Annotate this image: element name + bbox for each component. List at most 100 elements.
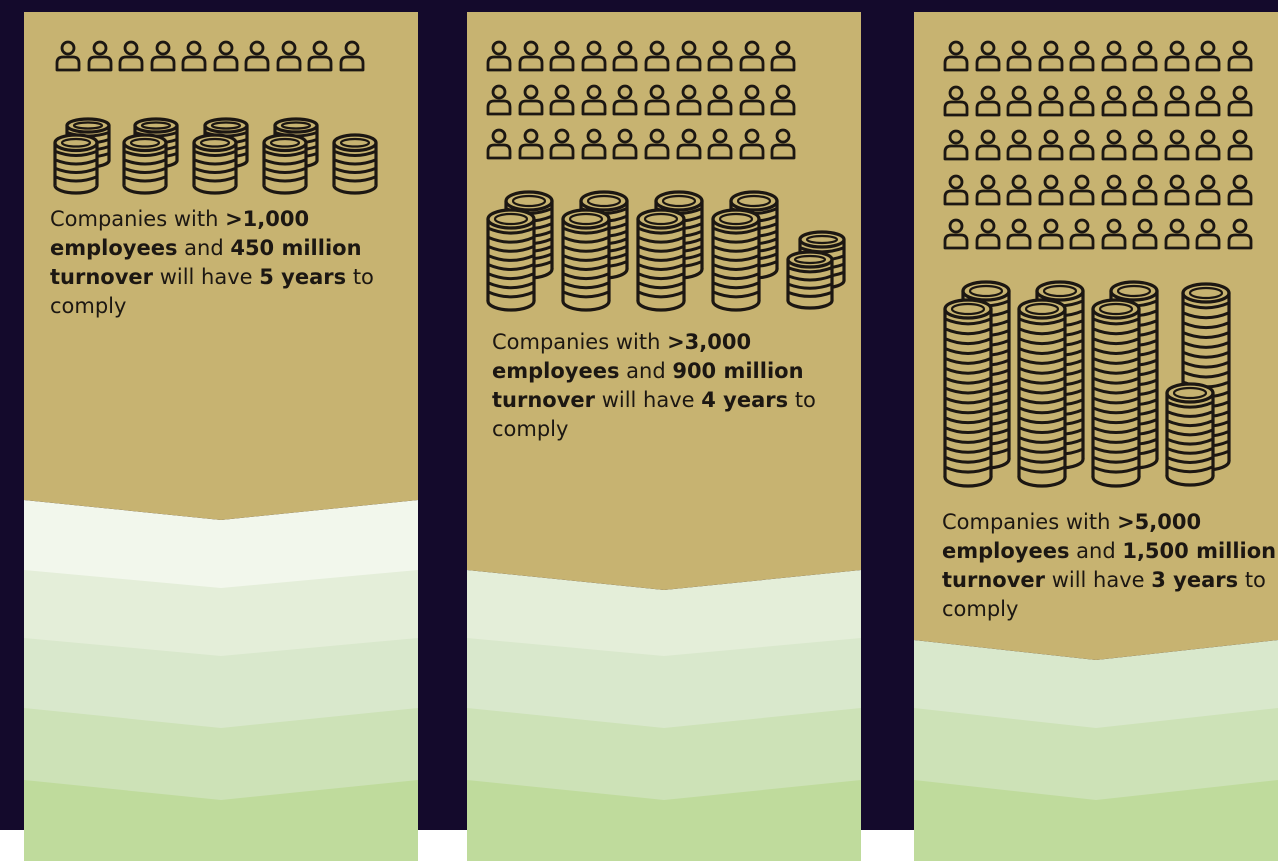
turnover-word: turnover <box>492 388 596 412</box>
person-outline-icon <box>1038 218 1063 250</box>
person-outline-icon <box>1132 85 1158 116</box>
person-outline-icon <box>676 84 701 116</box>
to-word: to <box>346 265 374 289</box>
person-outline-icon <box>1069 129 1095 161</box>
turnover-amount: 1,500 million <box>1122 539 1277 563</box>
turnover-word: turnover <box>50 265 154 289</box>
green-band <box>24 780 418 861</box>
coin-stack-icon <box>53 133 99 195</box>
person-outline-icon <box>581 40 607 72</box>
person-outline-icon <box>975 40 1000 72</box>
person-outline-icon <box>549 84 575 116</box>
coin-stack-icon <box>122 133 168 195</box>
person-outline-icon <box>1132 129 1158 161</box>
person-outline-icon <box>1195 129 1221 161</box>
person-outline-icon <box>87 40 112 72</box>
tier-column-1: Companies with >1,000 employees and 450 … <box>24 0 418 861</box>
compliance-description: Companies with >1,000 employees and 450 … <box>50 205 374 321</box>
person-outline-icon <box>518 128 543 160</box>
will-have-text: will have <box>595 388 702 412</box>
person-outline-icon <box>1101 174 1126 205</box>
coin-stack-icon <box>1165 382 1215 487</box>
person-outline-icon <box>612 40 638 72</box>
coin-stack-icon <box>192 133 238 195</box>
comply-word: comply <box>942 597 1019 621</box>
person-outline-icon <box>1195 174 1221 205</box>
person-outline-icon <box>943 218 969 250</box>
person-outline-icon <box>276 40 301 72</box>
employee-threshold: >5,000 <box>1117 510 1202 534</box>
coin-stack-icon <box>636 208 686 312</box>
person-outline-icon <box>307 40 333 72</box>
person-outline-icon <box>581 128 607 160</box>
column-shape <box>24 12 418 861</box>
person-outline-icon <box>1006 85 1032 116</box>
person-outline-icon <box>943 40 969 72</box>
will-have-text: will have <box>1045 568 1152 592</box>
coin-stack-icon <box>711 208 761 312</box>
person-outline-icon <box>1132 218 1158 250</box>
person-outline-icon <box>1069 174 1095 205</box>
person-outline-icon <box>943 85 969 116</box>
coin-stack-icon <box>1017 298 1067 488</box>
person-outline-icon <box>975 85 1000 116</box>
person-outline-icon <box>1006 218 1032 250</box>
compliance-description: Companies with >5,000 employees and 1,50… <box>942 508 1276 624</box>
coin-stack-icon <box>262 133 308 195</box>
person-outline-icon <box>1069 218 1095 250</box>
turnover-amount: 450 million <box>230 236 362 260</box>
person-outline-icon <box>770 84 796 116</box>
person-outline-icon <box>739 84 765 116</box>
green-band <box>914 780 1278 861</box>
text-prefix: Companies with <box>942 510 1118 534</box>
text-prefix: Companies with <box>50 207 226 231</box>
person-outline-icon <box>770 40 796 72</box>
person-outline-icon <box>1038 174 1063 205</box>
employee-threshold: >1,000 <box>225 207 310 231</box>
tan-panel <box>24 12 418 520</box>
person-outline-icon <box>581 84 607 116</box>
person-outline-icon <box>1164 129 1189 161</box>
employee-threshold: >3,000 <box>667 330 752 354</box>
person-outline-icon <box>1164 174 1189 205</box>
person-outline-icon <box>770 128 796 160</box>
person-outline-icon <box>118 40 144 72</box>
person-outline-icon <box>1069 85 1095 116</box>
employees-word: employees <box>942 539 1070 563</box>
and-word: and <box>177 236 231 260</box>
turnover-amount: 900 million <box>672 359 804 383</box>
and-word: and <box>619 359 673 383</box>
person-outline-icon <box>1038 85 1063 116</box>
person-outline-icon <box>1164 40 1189 72</box>
employees-word: employees <box>492 359 620 383</box>
coin-stack-icon <box>943 298 993 488</box>
person-outline-icon <box>1164 85 1189 116</box>
person-outline-icon <box>707 40 733 72</box>
person-outline-icon <box>486 40 512 72</box>
person-outline-icon <box>644 84 670 116</box>
person-outline-icon <box>1006 40 1032 72</box>
coin-stack-icon <box>332 133 378 195</box>
coin-stack-icon <box>486 208 536 312</box>
column-shape <box>914 12 1278 861</box>
and-word: and <box>1069 539 1123 563</box>
person-outline-icon <box>1132 40 1158 72</box>
years-to-comply: 5 years <box>259 265 347 289</box>
person-outline-icon <box>975 218 1000 250</box>
person-outline-icon <box>1227 40 1252 72</box>
person-outline-icon <box>1038 40 1063 72</box>
person-outline-icon <box>1038 129 1063 161</box>
person-outline-icon <box>612 128 638 160</box>
years-to-comply: 4 years <box>701 388 789 412</box>
person-outline-icon <box>518 84 543 116</box>
person-outline-icon <box>676 128 701 160</box>
compliance-description: Companies with >3,000 employees and 900 … <box>492 328 816 444</box>
person-outline-icon <box>1227 85 1252 116</box>
person-outline-icon <box>644 128 670 160</box>
person-outline-icon <box>339 40 364 72</box>
person-outline-icon <box>486 84 512 116</box>
person-outline-icon <box>1069 40 1095 72</box>
text-prefix: Companies with <box>492 330 668 354</box>
tier-column-3: Companies with >5,000 employees and 1,50… <box>914 0 1278 861</box>
person-outline-icon <box>1195 40 1221 72</box>
